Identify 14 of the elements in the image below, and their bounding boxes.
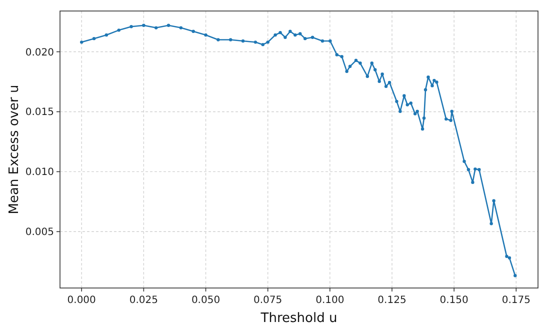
- y-tick-label: 0.015: [25, 107, 54, 118]
- y-axis-title: Mean Excess over u: [7, 84, 22, 214]
- x-tick-label: 0.000: [67, 295, 96, 306]
- x-tick-label: 0.150: [440, 295, 468, 306]
- x-tick-label: 0.025: [129, 295, 158, 306]
- x-tick-label: 0.175: [502, 295, 530, 306]
- y-tick-label: 0.005: [25, 227, 54, 238]
- x-tick-label: 0.050: [191, 295, 220, 306]
- x-tick-label: 0.075: [254, 295, 282, 306]
- y-tick-label: 0.010: [25, 167, 54, 178]
- x-tick-label: 0.125: [378, 295, 406, 306]
- x-axis-title: Threshold u: [260, 311, 338, 326]
- y-tick-label: 0.020: [25, 47, 54, 58]
- x-tick-label: 0.100: [316, 295, 344, 306]
